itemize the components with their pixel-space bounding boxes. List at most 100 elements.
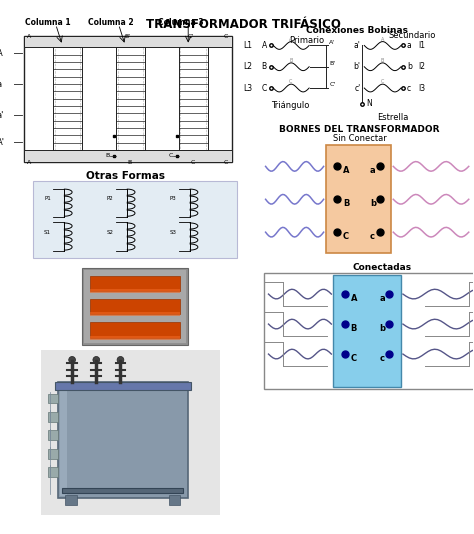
Text: A: A bbox=[262, 41, 267, 50]
Text: C: C bbox=[262, 83, 267, 92]
Text: a': a' bbox=[0, 111, 4, 120]
Text: B: B bbox=[343, 199, 349, 208]
Text: P2: P2 bbox=[107, 196, 114, 201]
Text: A: A bbox=[289, 37, 292, 42]
Text: A: A bbox=[351, 294, 357, 303]
Text: C': C' bbox=[329, 82, 336, 87]
Bar bbox=[33, 181, 237, 258]
Bar bbox=[60, 384, 67, 496]
Text: B: B bbox=[351, 324, 357, 333]
Bar bbox=[326, 145, 392, 254]
Text: c: c bbox=[380, 354, 385, 363]
Text: B: B bbox=[106, 153, 110, 158]
Bar bbox=[55, 382, 191, 390]
Text: a: a bbox=[370, 166, 376, 175]
Text: B: B bbox=[127, 160, 131, 164]
Text: BORNES DEL TRANSFORMADOR: BORNES DEL TRANSFORMADOR bbox=[279, 125, 440, 134]
Text: C: C bbox=[168, 153, 173, 158]
Text: A': A' bbox=[329, 40, 336, 44]
Text: b: b bbox=[407, 62, 412, 71]
Bar bbox=[118, 48, 143, 150]
Text: A': A' bbox=[0, 138, 5, 147]
Bar bbox=[90, 322, 181, 337]
Circle shape bbox=[69, 357, 75, 363]
Text: b: b bbox=[380, 324, 386, 333]
Text: c: c bbox=[370, 232, 375, 241]
Text: C: C bbox=[224, 160, 228, 164]
Bar bbox=[55, 48, 80, 150]
Text: A: A bbox=[27, 34, 31, 38]
Bar bbox=[24, 36, 232, 48]
Text: I1: I1 bbox=[419, 41, 426, 50]
Bar bbox=[41, 350, 220, 515]
Bar bbox=[90, 312, 181, 316]
Text: Columna 3: Columna 3 bbox=[158, 18, 203, 27]
Bar bbox=[90, 276, 181, 291]
Text: b': b' bbox=[354, 62, 360, 71]
Text: a: a bbox=[407, 41, 411, 50]
Bar bbox=[48, 430, 58, 440]
Text: B': B' bbox=[329, 61, 336, 66]
Text: Conectadas: Conectadas bbox=[352, 263, 411, 272]
Bar bbox=[90, 299, 181, 315]
Text: S1: S1 bbox=[44, 230, 51, 235]
Text: Primario: Primario bbox=[289, 36, 324, 45]
Text: A: A bbox=[27, 160, 31, 164]
Bar bbox=[24, 150, 232, 162]
Circle shape bbox=[93, 357, 100, 363]
Text: L3: L3 bbox=[243, 83, 252, 92]
Text: L2: L2 bbox=[243, 62, 252, 71]
Text: C: C bbox=[224, 34, 228, 38]
Bar bbox=[63, 488, 183, 493]
Circle shape bbox=[117, 357, 124, 363]
Text: N: N bbox=[366, 99, 372, 108]
Text: Secundario: Secundario bbox=[389, 31, 437, 40]
Text: A: A bbox=[381, 37, 384, 42]
Text: b: b bbox=[370, 199, 376, 208]
Text: I2: I2 bbox=[419, 62, 426, 71]
Text: C: C bbox=[351, 354, 357, 363]
Text: Estrella: Estrella bbox=[378, 113, 409, 122]
Text: I3: I3 bbox=[419, 83, 426, 92]
Bar bbox=[48, 449, 58, 459]
Bar bbox=[169, 496, 181, 505]
Text: S2: S2 bbox=[107, 230, 114, 235]
Bar bbox=[24, 36, 232, 162]
Text: TRANSFORMADOR TRIFÁSICO: TRANSFORMADOR TRIFÁSICO bbox=[146, 18, 341, 32]
Text: A: A bbox=[0, 49, 2, 58]
Bar bbox=[48, 412, 58, 422]
Text: C: C bbox=[190, 160, 194, 164]
Text: B': B' bbox=[124, 34, 130, 38]
Bar bbox=[65, 496, 77, 505]
Bar bbox=[84, 270, 186, 343]
Text: A: A bbox=[343, 166, 349, 175]
Text: c: c bbox=[407, 83, 411, 92]
Text: a': a' bbox=[354, 41, 360, 50]
Text: C: C bbox=[289, 79, 292, 84]
Text: C: C bbox=[381, 79, 384, 84]
Text: a: a bbox=[0, 80, 2, 89]
Bar bbox=[82, 268, 188, 345]
Bar bbox=[90, 289, 181, 293]
Text: Conexiones Bobinas: Conexiones Bobinas bbox=[306, 26, 408, 35]
Bar bbox=[48, 467, 58, 477]
Text: B: B bbox=[381, 58, 384, 63]
Text: B: B bbox=[262, 62, 267, 71]
Bar bbox=[58, 382, 188, 498]
Text: a: a bbox=[380, 294, 385, 303]
Bar bbox=[181, 48, 206, 150]
Text: P1: P1 bbox=[44, 196, 51, 201]
Text: C': C' bbox=[187, 34, 193, 38]
Bar bbox=[48, 394, 58, 403]
Bar bbox=[333, 274, 401, 387]
Text: P3: P3 bbox=[170, 196, 177, 201]
Bar bbox=[264, 273, 474, 389]
Text: Sin Conectar: Sin Conectar bbox=[333, 135, 386, 144]
Text: S3: S3 bbox=[170, 230, 177, 235]
Bar bbox=[90, 336, 181, 340]
Text: c': c' bbox=[354, 83, 360, 92]
Text: L1: L1 bbox=[243, 41, 252, 50]
Text: C: C bbox=[343, 232, 349, 241]
Text: Triángulo: Triángulo bbox=[271, 100, 309, 109]
Text: Columna 2: Columna 2 bbox=[88, 18, 134, 27]
